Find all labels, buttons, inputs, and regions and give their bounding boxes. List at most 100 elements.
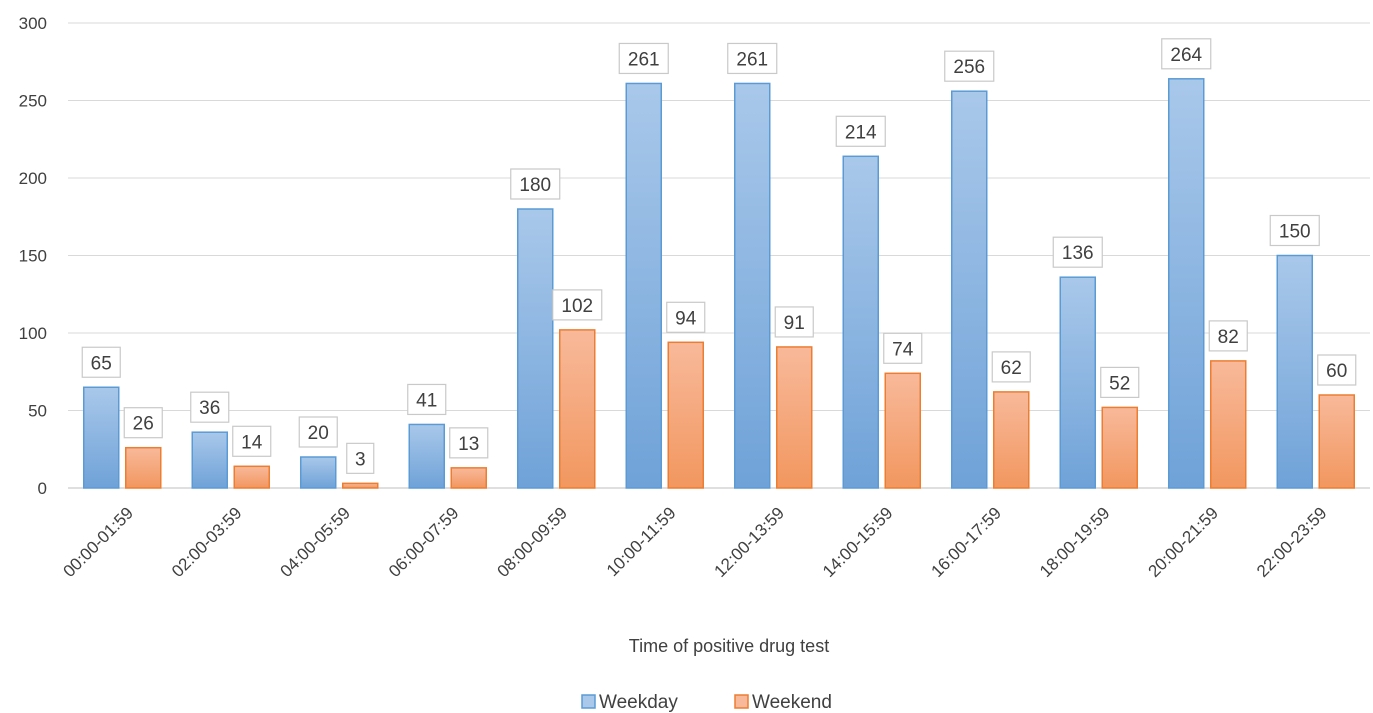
data-label-box xyxy=(883,332,923,364)
data-label: 62 xyxy=(1001,358,1022,379)
bar-weekend xyxy=(1210,360,1247,489)
data-label-box xyxy=(510,168,561,200)
bar-weekend xyxy=(667,341,704,489)
data-label: 150 xyxy=(1279,222,1311,243)
data-label-box xyxy=(835,115,886,147)
data-label-box xyxy=(298,416,338,448)
data-label: 91 xyxy=(784,313,805,334)
y-tick-label: 300 xyxy=(19,14,47,33)
data-label-box xyxy=(774,306,814,338)
data-label-box xyxy=(346,442,375,474)
bar-weekend xyxy=(1318,394,1355,489)
data-labels: 65 26 36 14 20 3 41 13 180 102 261 94 261 91 214 74 256 6… xyxy=(81,38,1357,474)
data-label-box xyxy=(1052,236,1103,268)
x-tick-label: 14:00-15:59 xyxy=(819,503,897,581)
data-label-box xyxy=(232,425,272,457)
y-tick-label: 0 xyxy=(38,479,47,498)
bar-weekday xyxy=(408,423,445,489)
legend-label-weekday: Weekday xyxy=(599,692,678,713)
y-tick-label: 150 xyxy=(19,247,47,266)
bar-weekday xyxy=(191,431,228,489)
data-label: 36 xyxy=(199,398,220,419)
bar-weekday xyxy=(842,155,879,489)
bar-weekend xyxy=(1101,406,1138,489)
data-label-box xyxy=(991,351,1031,383)
data-label: 180 xyxy=(519,175,551,196)
data-label: 102 xyxy=(561,296,593,317)
data-label: 136 xyxy=(1062,243,1094,264)
data-label-box xyxy=(666,301,706,333)
x-axis-title: Time of positive drug test xyxy=(629,636,829,656)
data-label-box xyxy=(407,383,447,416)
data-label: 264 xyxy=(1170,45,1202,66)
data-label-box xyxy=(1269,214,1320,247)
bar-weekday xyxy=(625,82,662,489)
x-tick-label: 00:00-01:59 xyxy=(59,503,137,581)
legend-label-weekend: Weekend xyxy=(752,692,832,713)
data-label: 14 xyxy=(241,432,263,453)
bar-weekend xyxy=(125,446,162,489)
data-label: 3 xyxy=(355,449,366,470)
data-label-box xyxy=(1208,320,1248,352)
y-axis: 0 50 100 150 200 250 300 xyxy=(19,14,47,498)
bar-weekend xyxy=(884,372,921,489)
bar-weekday xyxy=(300,456,337,489)
y-tick-label: 100 xyxy=(19,324,47,343)
x-tick-label: 16:00-17:59 xyxy=(927,503,1005,581)
bar-weekend xyxy=(233,465,270,489)
data-label: 82 xyxy=(1218,327,1239,348)
bar-weekend xyxy=(993,391,1030,489)
x-tick-label: 02:00-03:59 xyxy=(168,503,246,581)
bar-weekday xyxy=(1276,254,1313,489)
data-label: 26 xyxy=(133,414,154,435)
data-label: 214 xyxy=(845,122,877,143)
x-tick-label: 22:00-23:59 xyxy=(1253,503,1331,581)
bar-weekend xyxy=(450,467,487,489)
x-tick-label: 18:00-19:59 xyxy=(1036,503,1114,581)
gridlines xyxy=(68,22,1370,489)
data-label-box xyxy=(449,427,489,459)
x-tick-label: 12:00-13:59 xyxy=(710,503,788,581)
x-tick-label: 10:00-11:59 xyxy=(603,503,680,580)
bar-weekday xyxy=(951,90,988,489)
legend-swatch-weekend xyxy=(734,694,749,709)
x-tick-label: 06:00-07:59 xyxy=(385,503,463,581)
data-label-box xyxy=(123,407,163,439)
bar-weekend xyxy=(559,329,596,489)
y-tick-label: 200 xyxy=(19,169,47,188)
data-label: 256 xyxy=(953,57,985,78)
legend: Weekday Weekend xyxy=(581,692,832,713)
bar-weekday xyxy=(734,82,771,489)
data-label: 65 xyxy=(91,353,112,374)
x-tick-label: 08:00-09:59 xyxy=(493,503,571,581)
bars xyxy=(83,78,1355,489)
bar-weekday xyxy=(1059,276,1096,489)
data-label-box xyxy=(1161,38,1212,70)
y-tick-label: 250 xyxy=(19,92,47,111)
bar-weekday xyxy=(517,208,554,489)
data-label: 60 xyxy=(1326,361,1347,382)
x-tick-label: 04:00-05:59 xyxy=(276,503,354,581)
data-label: 52 xyxy=(1109,373,1130,394)
bar-weekend xyxy=(776,346,813,489)
bar-weekend xyxy=(342,482,379,489)
x-axis: 00:00-01:59 02:00-03:59 04:00-05:59 06:00-0… xyxy=(59,503,1330,581)
data-label-box xyxy=(618,42,669,75)
data-label-box xyxy=(1100,366,1140,398)
data-label-box xyxy=(1317,354,1357,386)
data-label: 20 xyxy=(308,423,329,444)
data-label: 261 xyxy=(628,49,660,70)
data-label-box xyxy=(727,42,778,75)
data-label-box xyxy=(552,289,603,321)
data-label-box xyxy=(944,50,995,82)
bar-weekday xyxy=(83,386,120,489)
data-label: 261 xyxy=(736,49,768,70)
data-label: 41 xyxy=(416,390,437,411)
data-label: 74 xyxy=(892,339,914,360)
data-label: 94 xyxy=(675,308,697,329)
y-tick-label: 50 xyxy=(28,402,47,421)
legend-swatch-weekday xyxy=(581,694,596,709)
data-label-box xyxy=(81,346,121,378)
data-label-box xyxy=(190,391,230,423)
